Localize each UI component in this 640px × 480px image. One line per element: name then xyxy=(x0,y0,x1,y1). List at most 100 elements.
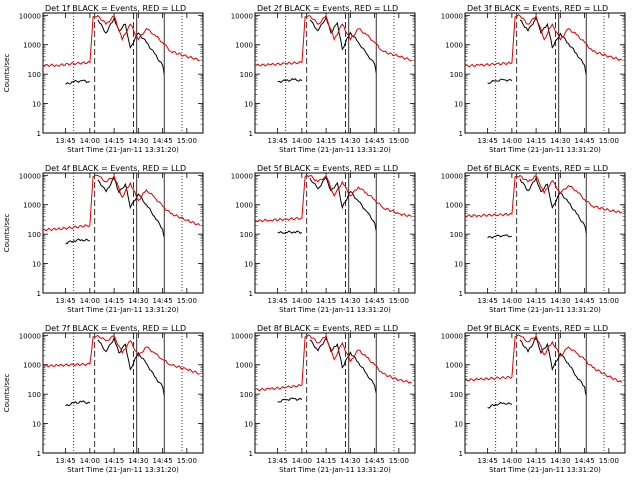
x-tick-label: 13:45 xyxy=(478,457,498,465)
x-tick-label: 14:00 xyxy=(502,137,522,145)
x-tick-label: 14:45 xyxy=(365,297,385,305)
y-tick-label: 100 xyxy=(240,71,253,79)
y-tick-label: 100 xyxy=(28,391,41,399)
x-tick-label: 14:45 xyxy=(575,457,595,465)
plot-frame xyxy=(42,172,204,294)
y-tick-label: 100 xyxy=(28,71,41,79)
y-tick-label: 10 xyxy=(454,261,463,269)
y-tick-label: 10000 xyxy=(19,12,41,20)
series-line-red xyxy=(42,174,201,232)
x-tick-label: 14:00 xyxy=(80,137,100,145)
y-tick-label: 100 xyxy=(240,231,253,239)
x-tick-label: 14:00 xyxy=(502,457,522,465)
panel-title: Det 3f BLACK = Events, RED = LLD xyxy=(467,4,608,13)
y-tick-label: 10000 xyxy=(441,172,463,180)
series-line-red xyxy=(254,174,413,223)
panel-title: Det 2f BLACK = Events, RED = LLD xyxy=(257,4,398,13)
x-tick-label: 13:45 xyxy=(56,137,76,145)
y-tick-label: 100 xyxy=(450,231,463,239)
x-tick-label: 14:15 xyxy=(526,457,546,465)
panel-title: Det 9f BLACK = Events, RED = LLD xyxy=(467,324,608,333)
x-tick-label: 15:00 xyxy=(177,297,197,305)
x-tick-label: 13:45 xyxy=(478,137,498,145)
series-line-black xyxy=(277,337,377,403)
y-tick-label: 1 xyxy=(459,450,463,458)
x-tick-label: 14:00 xyxy=(292,457,312,465)
y-tick-label: 1000 xyxy=(235,202,253,210)
x-tick-label: 14:00 xyxy=(80,297,100,305)
y-tick-label: 10 xyxy=(454,421,463,429)
x-tick-label: 14:00 xyxy=(502,297,522,305)
x-tick-label: 13:45 xyxy=(268,297,288,305)
y-axis-title: Counts/sec xyxy=(3,374,11,413)
y-tick-label: 1 xyxy=(37,450,41,458)
detector-panel: Det 6f BLACK = Events, RED = LLD 1 10 100 10… xyxy=(441,164,626,314)
y-axis-title: Counts/sec xyxy=(3,54,11,93)
y-tick-label: 10 xyxy=(32,101,41,109)
plot-frame xyxy=(254,332,416,454)
x-axis-title: Start Time (21-Jan-11 13:31:20) xyxy=(279,466,391,474)
series-line-red xyxy=(464,334,623,383)
panel-title: Det 8f BLACK = Events, RED = LLD xyxy=(257,324,398,333)
x-tick-label: 14:45 xyxy=(575,297,595,305)
y-tick-label: 100 xyxy=(240,391,253,399)
plot-frame xyxy=(464,172,626,294)
series-line-black xyxy=(65,336,165,407)
x-tick-label: 14:15 xyxy=(104,137,124,145)
x-tick-label: 14:30 xyxy=(550,137,570,145)
y-tick-label: 10000 xyxy=(19,172,41,180)
x-tick-label: 14:15 xyxy=(316,297,336,305)
x-tick-label: 14:45 xyxy=(575,137,595,145)
x-axis-title: Start Time (21-Jan-11 13:31:20) xyxy=(489,146,601,154)
y-tick-label: 10000 xyxy=(441,332,463,340)
x-tick-label: 15:00 xyxy=(177,457,197,465)
detector-panel: Det 9f BLACK = Events, RED = LLD 1 10 100 10… xyxy=(441,324,626,474)
x-tick-label: 14:15 xyxy=(104,457,124,465)
y-tick-label: 10 xyxy=(32,421,41,429)
x-tick-label: 13:45 xyxy=(56,297,76,305)
x-tick-label: 15:00 xyxy=(599,457,619,465)
x-axis-title: Start Time (21-Jan-11 13:31:20) xyxy=(489,306,601,314)
y-tick-label: 10000 xyxy=(231,172,253,180)
y-tick-label: 10 xyxy=(32,261,41,269)
y-tick-label: 10000 xyxy=(441,12,463,20)
y-tick-label: 1000 xyxy=(445,202,463,210)
detector-panel: Det 5f BLACK = Events, RED = LLD 1 10 100 10… xyxy=(231,164,416,314)
plot-frame xyxy=(464,332,626,454)
x-tick-label: 14:30 xyxy=(128,457,148,465)
series-line-red xyxy=(254,334,412,392)
x-tick-label: 14:30 xyxy=(340,457,360,465)
panel-title: Det 4f BLACK = Events, RED = LLD xyxy=(45,164,186,173)
x-tick-label: 13:45 xyxy=(268,137,288,145)
detector-panel: Det 2f BLACK = Events, RED = LLD 1 10 100 10… xyxy=(231,4,416,154)
x-tick-label: 14:00 xyxy=(292,297,312,305)
x-tick-label: 14:15 xyxy=(526,137,546,145)
x-tick-label: 14:30 xyxy=(128,137,148,145)
y-tick-label: 100 xyxy=(450,71,463,79)
series-line-black xyxy=(277,15,377,84)
y-tick-label: 1 xyxy=(459,130,463,138)
x-tick-label: 14:45 xyxy=(365,137,385,145)
x-tick-label: 14:30 xyxy=(550,297,570,305)
y-tick-label: 100 xyxy=(450,391,463,399)
plot-frame xyxy=(42,12,204,134)
panel-title: Det 5f BLACK = Events, RED = LLD xyxy=(257,164,398,173)
series-line-black xyxy=(487,337,587,409)
detector-panel: Det 1f BLACK = Events, RED = LLD 1 10 100 10… xyxy=(3,4,204,154)
x-axis-title: Start Time (21-Jan-11 13:31:20) xyxy=(489,466,601,474)
plot-frame xyxy=(254,172,416,294)
x-axis-title: Start Time (21-Jan-11 13:31:20) xyxy=(279,306,391,314)
x-tick-label: 15:00 xyxy=(177,137,197,145)
detector-panel: Det 3f BLACK = Events, RED = LLD 1 10 100 10… xyxy=(441,4,626,154)
x-tick-label: 13:45 xyxy=(478,297,498,305)
y-tick-label: 1 xyxy=(249,290,253,298)
x-tick-label: 14:30 xyxy=(340,137,360,145)
y-tick-label: 1 xyxy=(37,130,41,138)
y-tick-label: 10 xyxy=(244,261,253,269)
series-line-red xyxy=(42,335,200,375)
x-tick-label: 14:15 xyxy=(104,297,124,305)
panel-title: Det 1f BLACK = Events, RED = LLD xyxy=(45,4,186,13)
y-axis-title: Counts/sec xyxy=(3,214,11,253)
panel-title: Det 7f BLACK = Events, RED = LLD xyxy=(45,324,186,333)
